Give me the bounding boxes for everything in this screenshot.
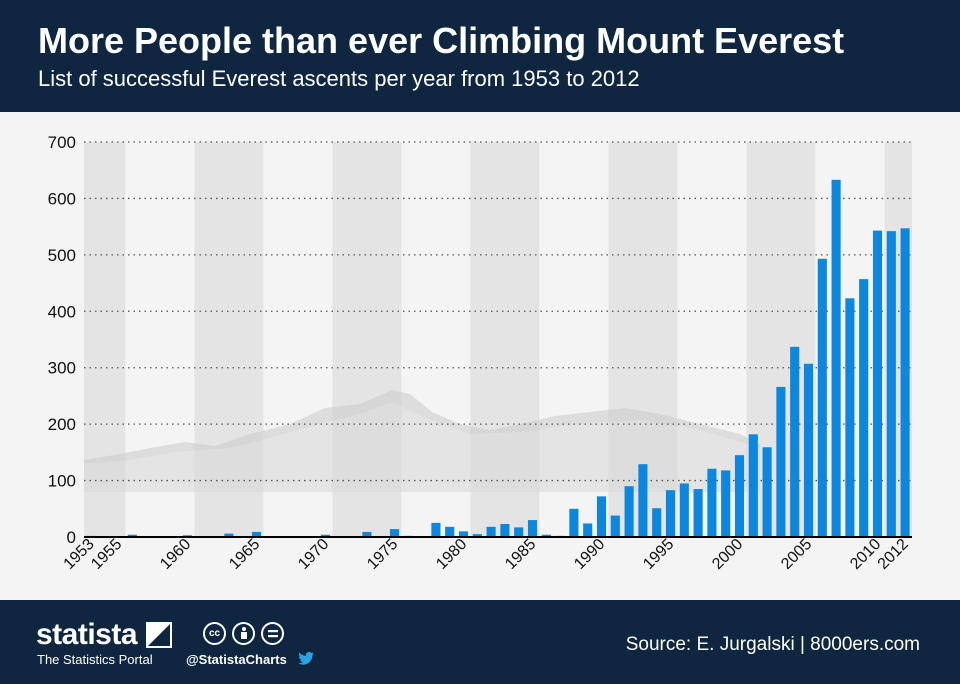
x-tick-label: 1980: [433, 536, 470, 573]
bar-1956: [127, 534, 137, 537]
bar-1970: [320, 534, 331, 537]
bar-2003: [776, 386, 786, 537]
bar-2011: [886, 231, 896, 537]
bar-1986: [541, 534, 551, 537]
bar-1996: [679, 483, 689, 537]
bar-1982: [486, 526, 496, 537]
x-tick-label: 1975: [364, 536, 401, 573]
y-tick-label: 600: [48, 189, 76, 208]
y-tick-label: 300: [48, 359, 76, 378]
twitter-bird-icon: [298, 652, 314, 668]
x-tick-label: 1955: [88, 536, 125, 573]
bars: [86, 179, 910, 538]
x-tick-label: 2000: [709, 536, 746, 573]
bar-1980: [458, 531, 469, 537]
bar-1989: [583, 523, 593, 537]
bar-1988: [569, 508, 579, 537]
twitter-handle[interactable]: @StatistaCharts: [186, 652, 287, 667]
bar-2004: [790, 346, 800, 537]
x-tick-label: 2012: [875, 536, 912, 573]
bar-1979: [445, 526, 455, 537]
y-axis: 0 100 200 300 400 500 600 700: [48, 133, 76, 547]
x-tick-label: 2005: [778, 536, 815, 573]
bar-2012: [900, 228, 910, 537]
statista-logo-mark-icon: [146, 622, 172, 648]
bar-1995: [665, 490, 676, 537]
bar-2008: [845, 298, 855, 537]
bar-1990: [596, 496, 607, 537]
bar-2009: [859, 279, 869, 537]
header-banner: More People than ever Climbing Mount Eve…: [0, 0, 960, 112]
bar-2005: [803, 363, 814, 537]
bar-1984: [514, 527, 524, 537]
statista-logo[interactable]: statista: [36, 618, 138, 651]
y-tick-label: 200: [48, 415, 76, 434]
bar-2002: [762, 447, 772, 537]
y-tick-label: 0: [67, 528, 76, 547]
footer-banner: statista The Statistics Portal cc @Stati…: [0, 600, 960, 684]
x-tick-label: 2010: [847, 536, 884, 573]
x-tick-label: 1990: [571, 536, 608, 573]
bar-1975: [389, 529, 400, 537]
nd-icon: [261, 622, 284, 645]
bar-1985: [527, 520, 538, 537]
chart-subtitle: List of successful Everest ascents per y…: [38, 66, 640, 91]
bar-1978: [431, 522, 441, 537]
x-tick-label: 1960: [157, 536, 194, 573]
x-tick-label: 1985: [502, 536, 539, 573]
bar-1983: [500, 524, 510, 537]
logo-tagline: The Statistics Portal: [37, 652, 153, 667]
gridlines: [84, 141, 912, 482]
bar-1998: [707, 468, 717, 537]
bar-1997: [693, 489, 703, 537]
bar-1992: [624, 486, 634, 537]
bar-1999: [721, 470, 731, 537]
bar-2006: [817, 258, 827, 537]
y-tick-label: 100: [48, 472, 76, 491]
cc-icon: cc: [203, 622, 226, 645]
by-icon: [232, 622, 255, 645]
bar-2010: [872, 230, 883, 537]
bar-1994: [652, 508, 662, 537]
bar-1965: [251, 531, 262, 537]
bar-1991: [610, 515, 620, 537]
bar-1963: [224, 533, 234, 537]
license-icons: cc: [203, 622, 284, 645]
bar-2007: [831, 179, 841, 538]
x-tick-label: 1995: [640, 536, 677, 573]
y-tick-label: 400: [48, 302, 76, 321]
bar-2000: [734, 455, 745, 537]
chart-title: More People than ever Climbing Mount Eve…: [38, 20, 845, 61]
y-tick-label: 700: [48, 133, 76, 152]
chart-area: 0 100 200 300 400 500 600 700 1953 1955 1960 1965 1…: [0, 112, 960, 600]
y-tick-label: 500: [48, 246, 76, 265]
bar-2001: [748, 434, 758, 537]
source-note: Source: E. Jurgalski | 8000ers.com: [625, 634, 920, 655]
bar-1993: [638, 464, 648, 537]
x-tick-label: 1970: [295, 536, 332, 573]
bar-1973: [362, 531, 372, 537]
x-tick-label: 1965: [226, 536, 263, 573]
bar-1981: [472, 534, 482, 537]
